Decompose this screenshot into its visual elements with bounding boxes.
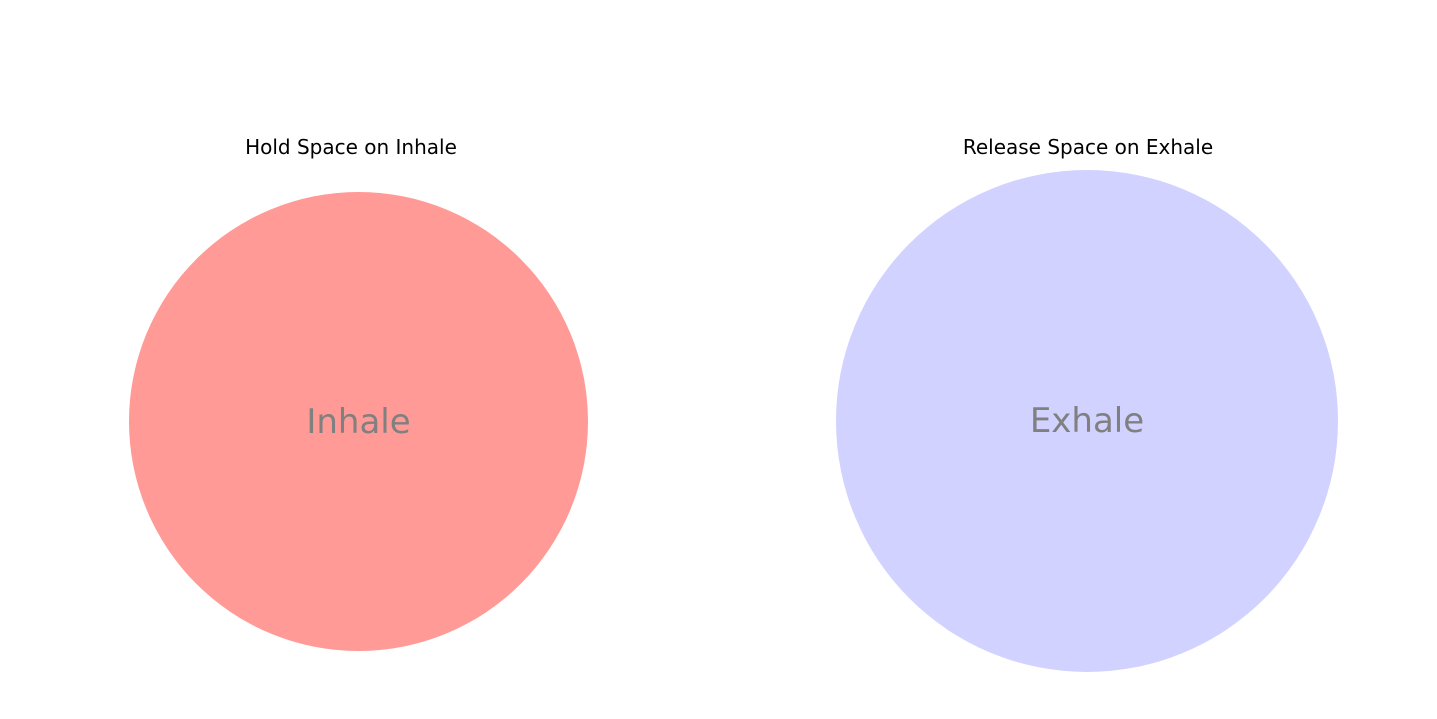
exhale-instruction-title: Release Space on Exhale (962, 135, 1214, 159)
exhale-circle-label: Exhale (1029, 401, 1145, 441)
inhale-circle[interactable]: Inhale (129, 192, 588, 651)
inhale-circle-label: Inhale (306, 401, 411, 442)
exhale-circle[interactable]: Exhale (836, 170, 1338, 672)
inhale-instruction-title: Hold Space on Inhale (245, 135, 457, 159)
